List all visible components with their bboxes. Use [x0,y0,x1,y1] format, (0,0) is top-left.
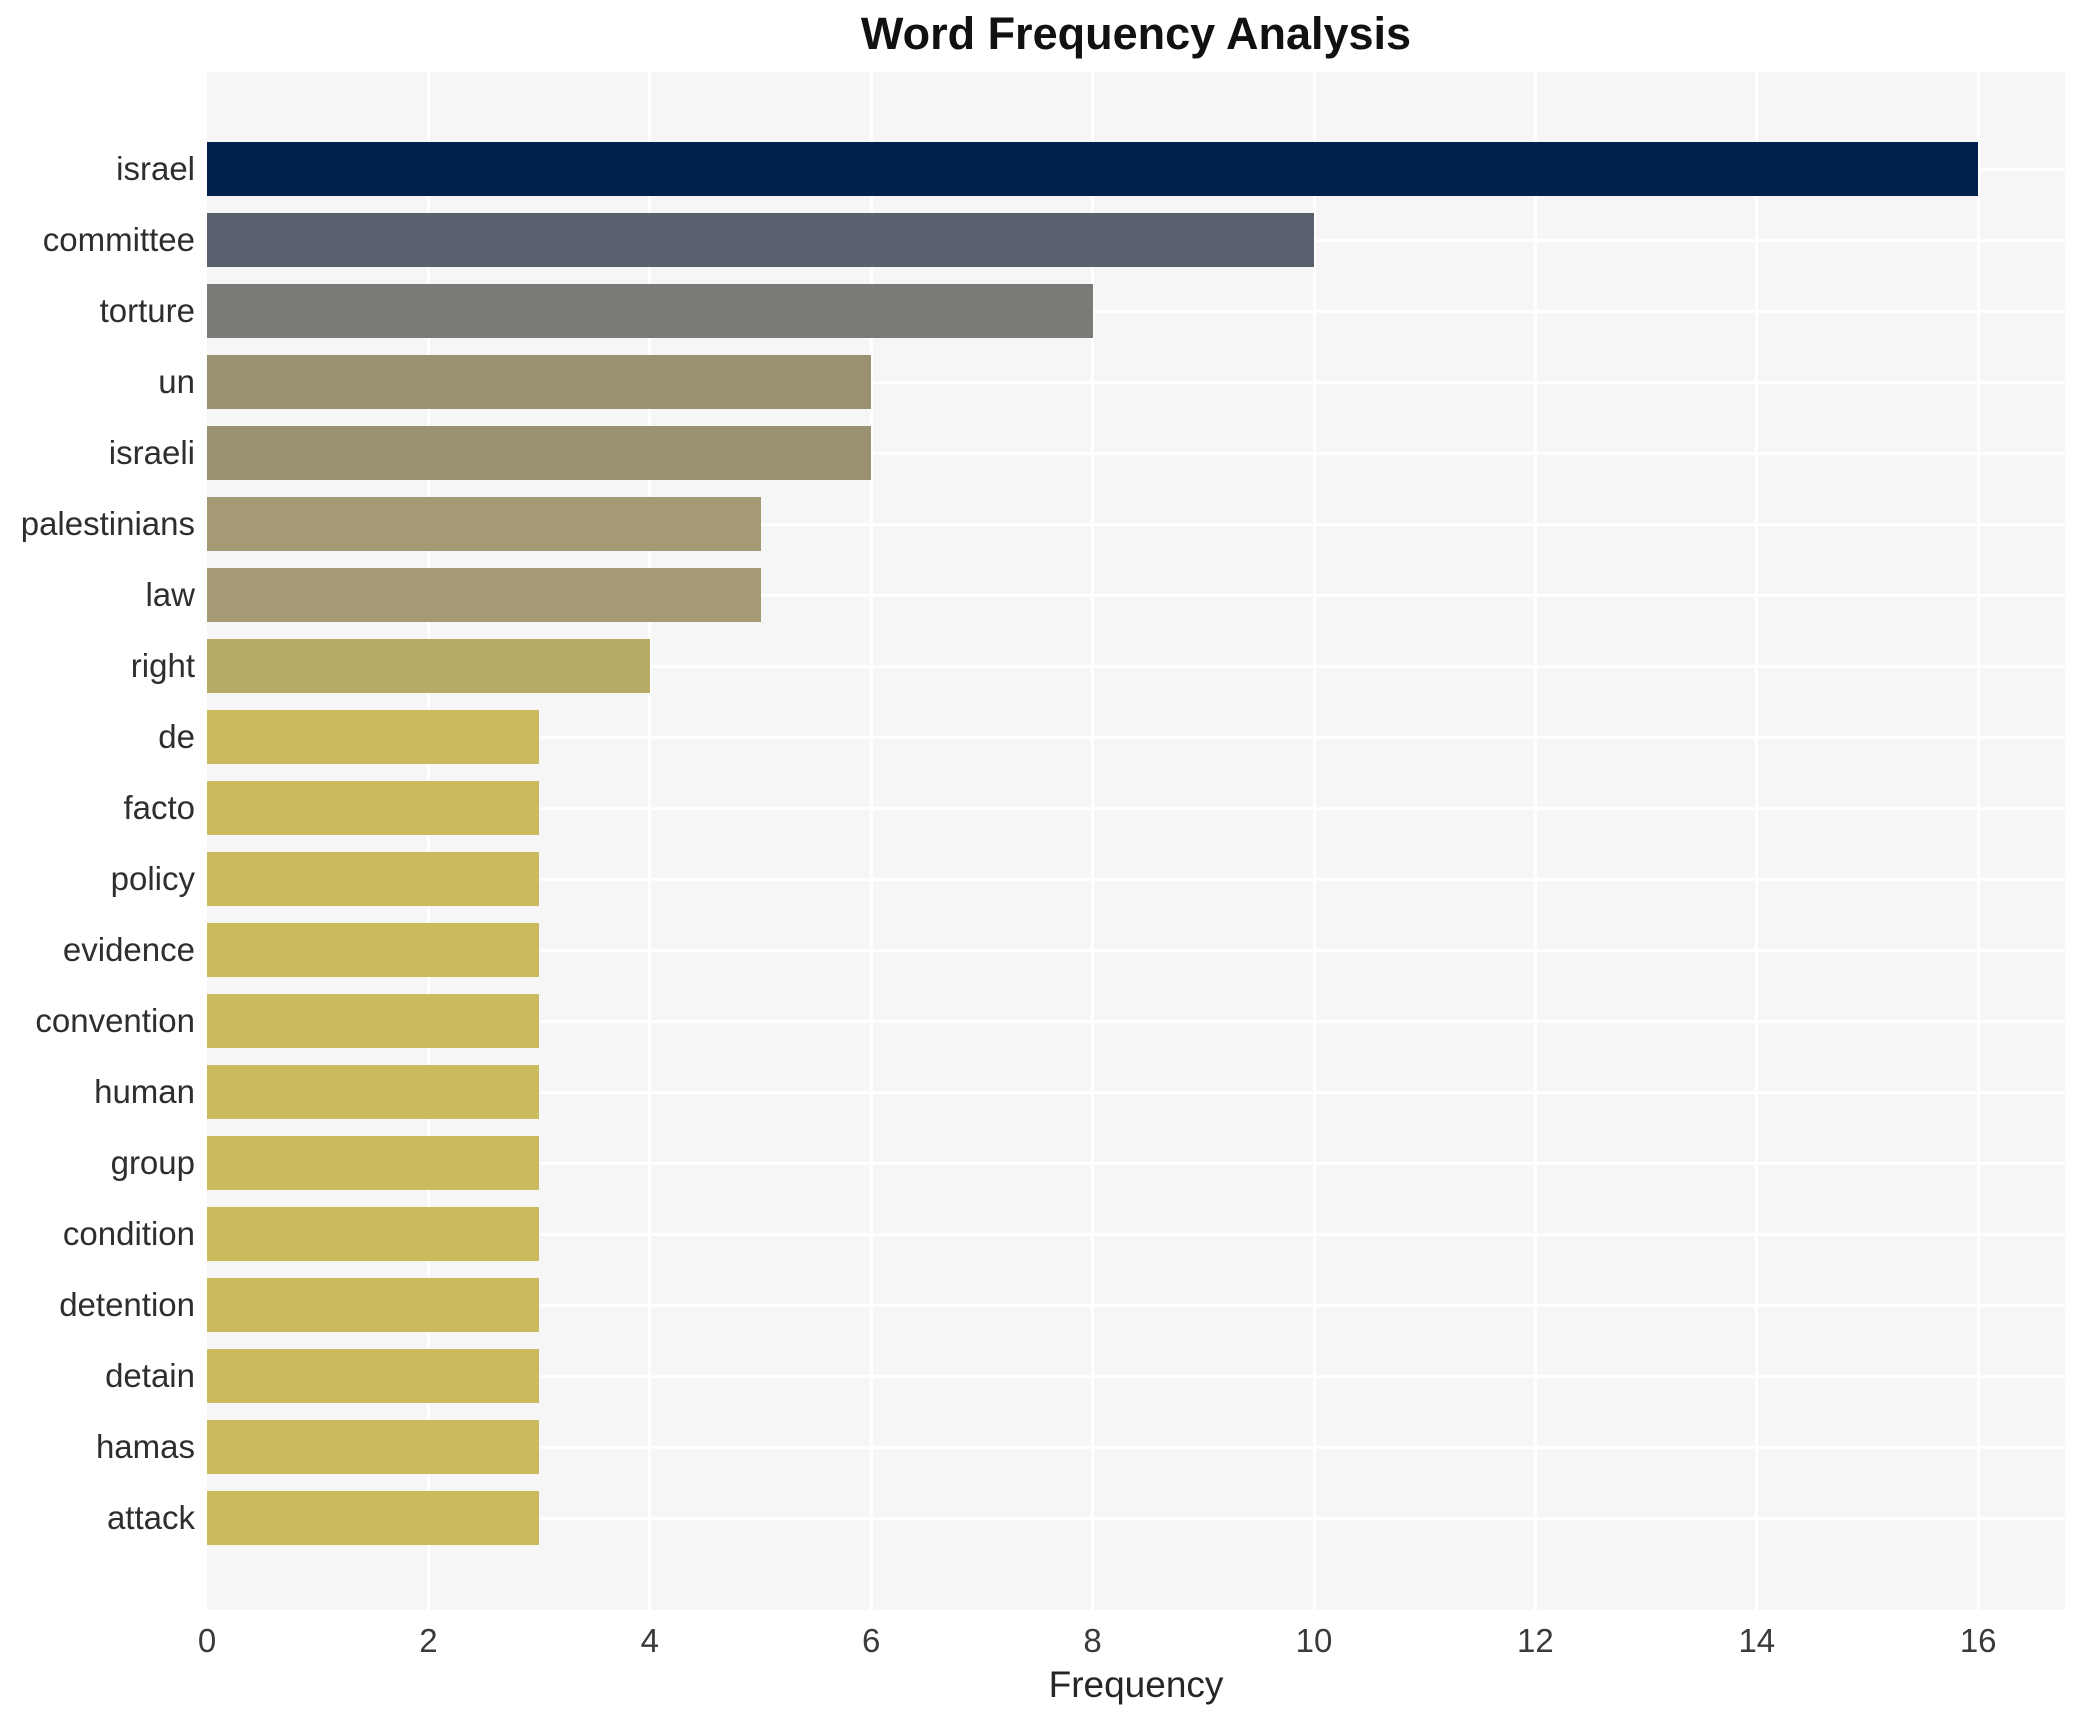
y-tick-label-un: un [158,363,195,400]
y-gridline [207,806,2065,810]
x-gridline [1091,72,1095,1610]
bar-human [207,1065,540,1119]
y-gridline [207,309,2065,313]
bar-israeli [207,426,872,480]
x-tick-label: 16 [1959,1622,1997,1659]
bar-policy [207,852,540,906]
y-gridline [207,1019,2065,1023]
plot-area [207,72,2065,1610]
y-gridline [207,664,2065,668]
bar-palestinians [207,497,761,551]
bar-evidence [207,923,540,977]
y-gridline [207,1232,2065,1236]
y-tick-label-detain: detain [105,1357,195,1394]
x-gridline [648,72,652,1610]
y-tick-label-condition: condition [62,1215,195,1252]
x-tick-label: 10 [1295,1622,1333,1659]
y-tick-label-group: group [110,1144,195,1181]
y-gridline [207,1161,2065,1165]
y-tick-label-human: human [94,1073,195,1110]
y-gridline [207,522,2065,526]
y-tick-label-palestinians: palestinians [20,505,195,542]
y-tick-label-right: right [130,647,195,684]
y-tick-label-de: de [158,718,195,755]
bar-un [207,355,872,409]
bar-detain [207,1349,540,1403]
x-gridline [426,72,430,1610]
y-tick-label-policy: policy [110,860,195,897]
x-tick-label: 12 [1517,1622,1554,1659]
bar-condition [207,1207,540,1261]
y-gridline [207,1374,2065,1378]
x-gridline [1312,72,1316,1610]
y-gridline [207,380,2065,384]
y-tick-label-law: law [145,576,195,613]
x-tick-label: 4 [640,1622,659,1659]
y-gridline [207,948,2065,952]
y-gridline [207,877,2065,881]
bar-detention [207,1278,540,1332]
y-tick-label-evidence: evidence [62,931,195,968]
y-gridline [207,593,2065,597]
y-tick-label-committee: committee [42,221,195,258]
bar-law [207,568,761,622]
bar-committee [207,213,1314,267]
y-tick-label-facto: facto [123,789,195,826]
bar-torture [207,284,1093,338]
y-tick-label-israel: israel [116,150,195,187]
bar-de [207,710,540,764]
bar-facto [207,781,540,835]
y-gridline [207,1516,2065,1520]
bar-israel [207,142,1979,196]
y-gridline [207,451,2065,455]
y-tick-label-detention: detention [59,1286,195,1323]
y-gridline [207,735,2065,739]
y-tick-label-torture: torture [99,292,195,329]
bar-hamas [207,1420,540,1474]
y-tick-label-hamas: hamas [95,1428,195,1465]
y-tick-label-attack: attack [106,1499,195,1536]
bar-group [207,1136,540,1190]
x-tick-label: 0 [197,1622,217,1659]
x-gridline [1976,72,1980,1610]
y-tick-label-convention: convention [35,1002,195,1039]
x-axis-label: Frequency [1048,1664,1224,1705]
bar-attack [207,1491,540,1545]
bar-right [207,639,650,693]
y-tick-label-israeli: israeli [108,434,195,471]
x-gridline [1533,72,1537,1610]
y-gridline [207,1303,2065,1307]
x-tick-label: 8 [1083,1622,1102,1659]
x-tick-label: 2 [419,1622,438,1659]
x-tick-label: 6 [862,1622,881,1659]
y-gridline [207,1445,2065,1449]
chart-title: Word Frequency Analysis [860,8,1412,59]
x-gridline [1755,72,1759,1610]
bar-convention [207,994,540,1048]
y-gridline [207,1090,2065,1094]
x-tick-label: 14 [1738,1622,1776,1659]
x-gridline [869,72,873,1610]
